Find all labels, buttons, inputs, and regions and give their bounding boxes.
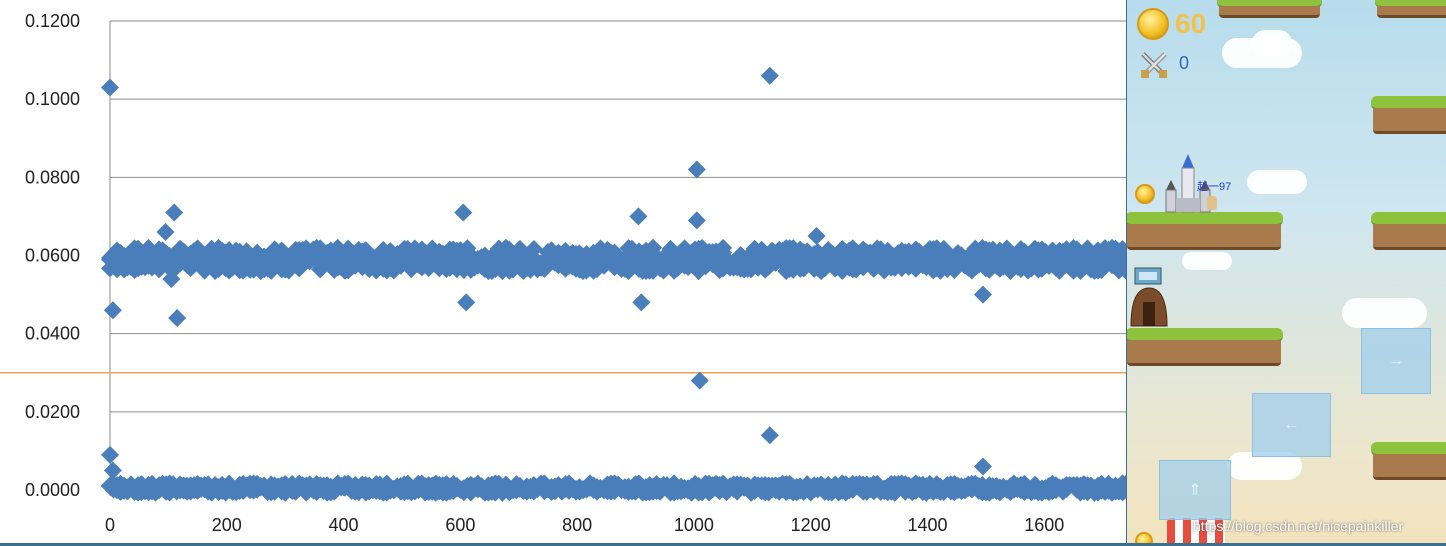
shop-icon bbox=[1167, 518, 1225, 546]
data-point bbox=[156, 223, 175, 242]
y-tick-label: 0.0800 bbox=[25, 167, 80, 187]
data-point bbox=[524, 240, 543, 259]
arrow-right-icon: → bbox=[1388, 352, 1404, 369]
x-tick-label: 800 bbox=[562, 515, 592, 535]
data-point bbox=[1113, 244, 1126, 263]
platform bbox=[1217, 0, 1322, 18]
data-point bbox=[973, 457, 992, 476]
data-point bbox=[162, 269, 181, 288]
data-point bbox=[687, 211, 706, 230]
data-point bbox=[165, 203, 184, 222]
data-point bbox=[807, 226, 826, 245]
data-point bbox=[101, 445, 119, 464]
data-point bbox=[1117, 480, 1126, 499]
cloud bbox=[1252, 30, 1292, 56]
data-point bbox=[1117, 258, 1126, 277]
scatter-chart: 0.0000 0.0200 0.0400 0.0600 0.0800 0.1000 0.12… bbox=[0, 11, 1126, 535]
kill-count: 0 bbox=[1179, 53, 1190, 73]
data-point bbox=[690, 371, 709, 390]
data-point bbox=[101, 78, 119, 97]
player-character bbox=[1207, 196, 1217, 210]
y-tick-label: 0.0400 bbox=[25, 324, 80, 344]
x-tick-label: 400 bbox=[329, 515, 359, 535]
y-tick-label: 0.1200 bbox=[25, 11, 80, 31]
y-tick-label: 0.0600 bbox=[25, 246, 80, 266]
data-point bbox=[168, 309, 187, 328]
game-view[interactable]: 赵一97 60 0 → ← ⇑ https://blog.csdn.net/ni… bbox=[1126, 0, 1446, 546]
platform bbox=[1375, 0, 1446, 18]
platform bbox=[1371, 442, 1446, 480]
cloud bbox=[1182, 252, 1232, 270]
x-tick-label: 600 bbox=[445, 515, 475, 535]
data-point bbox=[629, 207, 648, 226]
x-tick-label: 1600 bbox=[1024, 515, 1064, 535]
data-point bbox=[687, 160, 706, 179]
data-point bbox=[632, 293, 651, 312]
x-tick-label: 200 bbox=[212, 515, 242, 535]
y-tick-label: 0.0000 bbox=[25, 480, 80, 500]
cloud bbox=[1342, 298, 1427, 328]
data-point bbox=[339, 239, 358, 258]
data-point bbox=[457, 293, 476, 312]
chart-svg: 0.0000 0.0200 0.0400 0.0600 0.0800 0.1000 0.12… bbox=[0, 11, 1126, 535]
y-tick-label: 0.0200 bbox=[25, 402, 80, 422]
data-point bbox=[454, 203, 473, 222]
data-point bbox=[237, 242, 256, 261]
coin-icon bbox=[1135, 184, 1155, 204]
jump-icon: ⇑ bbox=[1188, 482, 1202, 499]
coin-count: 60 bbox=[1175, 8, 1207, 39]
data-point bbox=[760, 66, 779, 85]
window-border bbox=[0, 543, 1446, 546]
move-left-button[interactable]: ← bbox=[1252, 393, 1331, 457]
data-point bbox=[500, 240, 519, 259]
jump-button[interactable]: ⇑ bbox=[1159, 460, 1231, 520]
arrow-left-icon: ← bbox=[1283, 416, 1300, 433]
cloud bbox=[1247, 170, 1307, 194]
data-point bbox=[731, 246, 750, 265]
x-tick-label: 1400 bbox=[907, 515, 947, 535]
data-point bbox=[973, 285, 992, 304]
data-point bbox=[878, 241, 897, 260]
data-point bbox=[103, 461, 122, 480]
platform bbox=[1127, 212, 1283, 250]
crossed-swords-icon bbox=[1141, 52, 1167, 78]
platform bbox=[1371, 212, 1446, 250]
data-point bbox=[997, 239, 1016, 258]
platform bbox=[1127, 328, 1283, 366]
hut-icon bbox=[1130, 267, 1168, 327]
x-tick-label: 1000 bbox=[674, 515, 714, 535]
platform bbox=[1371, 96, 1446, 134]
x-tick-label: 1200 bbox=[791, 515, 831, 535]
move-right-button[interactable]: → bbox=[1361, 328, 1431, 394]
x-tick-label: 0 bbox=[105, 515, 115, 535]
data-point bbox=[103, 301, 122, 320]
coin-icon bbox=[1137, 8, 1169, 40]
coin-icon bbox=[1135, 532, 1153, 546]
data-point bbox=[139, 239, 158, 258]
data-point bbox=[760, 426, 779, 445]
watermark: https://blog.csdn.net/nicepainkiller bbox=[1193, 518, 1404, 534]
y-tick-label: 0.1000 bbox=[25, 89, 80, 109]
player-name: 赵一97 bbox=[1197, 181, 1232, 193]
